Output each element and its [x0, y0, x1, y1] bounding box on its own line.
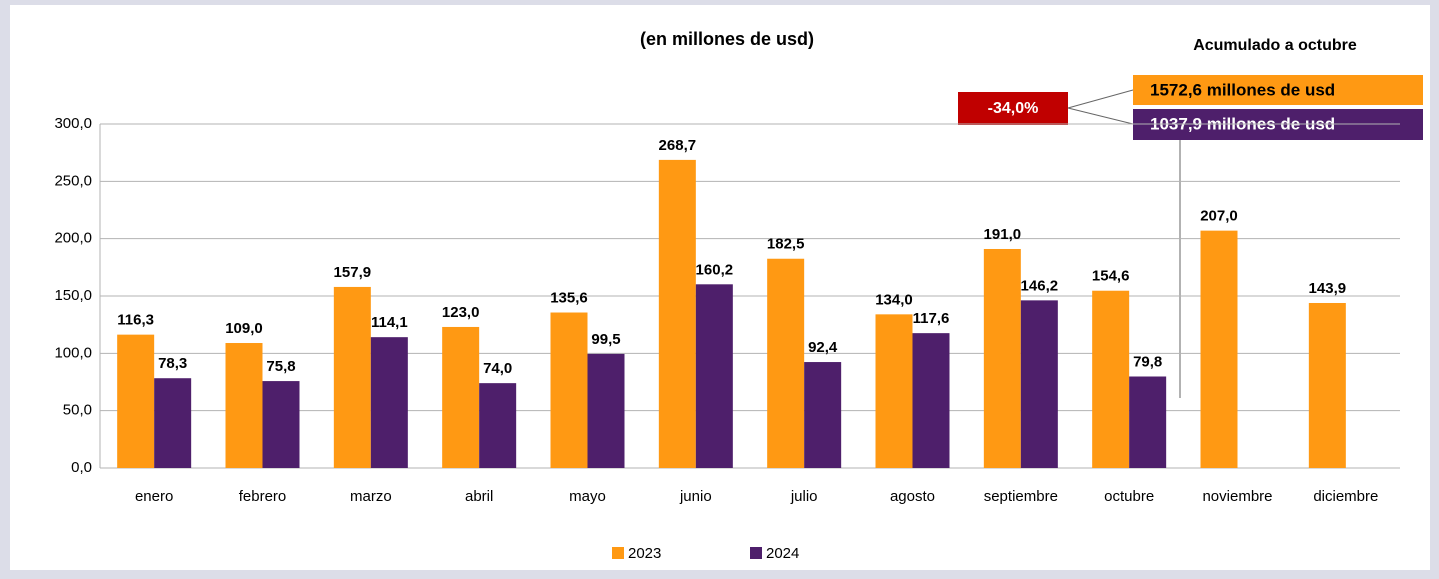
legend-label: 2023 [628, 545, 661, 562]
total-box [1133, 75, 1423, 105]
bar [550, 312, 588, 468]
x-tick-label: julio [790, 488, 818, 505]
x-tick-label: noviembre [1202, 488, 1272, 505]
bar [875, 314, 913, 468]
value-label: 143,9 [1309, 280, 1347, 297]
value-label: 99,5 [591, 331, 620, 348]
x-tick-label: abril [465, 488, 493, 505]
value-label: 207,0 [1200, 208, 1238, 225]
y-tick-label: 250,0 [54, 172, 92, 189]
bar [1200, 230, 1238, 468]
value-label: 157,9 [334, 264, 372, 281]
bar [983, 248, 1021, 468]
bar [442, 326, 480, 468]
y-tick-label: 50,0 [63, 402, 92, 419]
bar [154, 378, 192, 468]
bar [912, 333, 950, 468]
x-tick-label: octubre [1104, 488, 1154, 505]
value-label: 116,3 [117, 312, 154, 329]
bar [479, 383, 517, 468]
y-tick-label: 300,0 [54, 115, 92, 132]
x-tick-label: marzo [350, 488, 392, 505]
bar [1129, 376, 1167, 468]
value-label: 134,0 [875, 291, 913, 308]
bar [262, 381, 300, 468]
x-tick-label: diciembre [1313, 488, 1378, 505]
y-tick-label: 200,0 [54, 230, 92, 247]
y-tick-label: 100,0 [54, 344, 92, 361]
change-label: -34,0% [988, 100, 1039, 117]
bar [767, 258, 805, 468]
value-label: 79,8 [1133, 353, 1162, 370]
bar [658, 159, 696, 468]
value-label: 123,0 [442, 304, 480, 321]
value-label: 78,3 [158, 355, 187, 372]
legend-swatch [612, 547, 624, 559]
x-tick-label: enero [135, 488, 173, 505]
value-label: 92,4 [808, 339, 838, 356]
value-label: 268,7 [659, 137, 697, 154]
bar [117, 334, 155, 468]
bar [695, 284, 733, 468]
chart-title: (en millones de usd) [640, 29, 814, 49]
x-tick-label: septiembre [984, 488, 1058, 505]
x-tick-label: agosto [890, 488, 935, 505]
value-label: 154,6 [1092, 268, 1130, 285]
connector [1067, 89, 1134, 109]
value-label: 135,6 [550, 289, 588, 306]
value-label: 182,5 [767, 236, 805, 253]
value-label: 74,0 [483, 360, 512, 377]
bar [1092, 290, 1130, 468]
bar [1308, 302, 1346, 468]
annotation-heading: Acumulado a octubre [1193, 37, 1357, 54]
value-label: 109,0 [225, 320, 263, 337]
change-box [958, 92, 1068, 125]
bar [1020, 300, 1058, 468]
y-tick-label: 150,0 [54, 287, 92, 304]
bar [587, 353, 625, 468]
legend-label: 2024 [766, 545, 799, 562]
bar [225, 343, 263, 468]
connector [1067, 107, 1134, 125]
bar [370, 337, 408, 468]
value-label: 114,1 [371, 314, 408, 331]
value-label: 160,2 [696, 261, 734, 278]
legend-swatch [750, 547, 762, 559]
x-tick-label: febrero [239, 488, 287, 505]
y-tick-label: 0,0 [71, 459, 92, 476]
bar [804, 362, 842, 468]
bar [333, 286, 371, 468]
value-label: 146,2 [1021, 277, 1059, 294]
value-label: 191,0 [984, 226, 1022, 243]
value-label: 75,8 [266, 358, 295, 375]
x-tick-label: junio [679, 488, 712, 505]
x-tick-label: mayo [569, 488, 606, 505]
total-2023: 1572,6 millones de usd [1150, 80, 1335, 99]
value-label: 117,6 [913, 310, 950, 327]
